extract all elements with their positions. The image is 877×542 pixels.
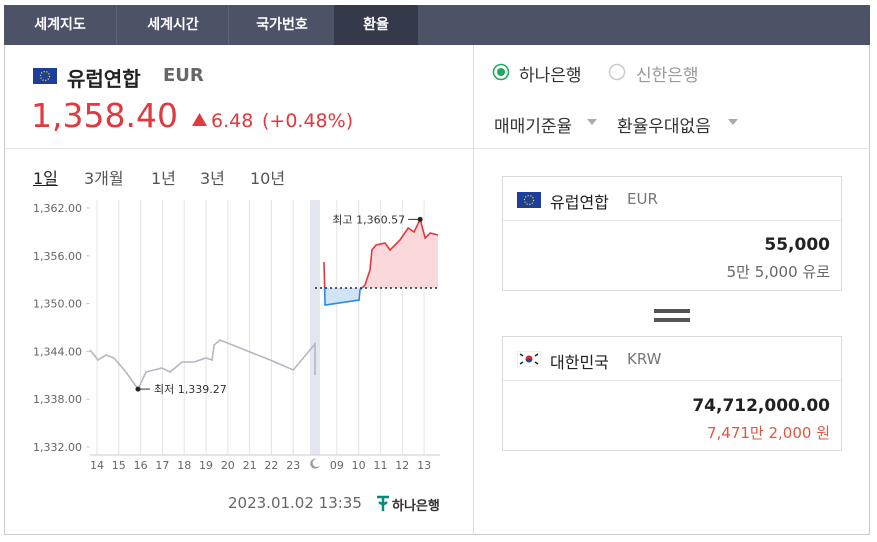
y-tick-label: 1,356.00 (33, 250, 82, 263)
divider (473, 45, 474, 535)
currency-code: EUR (627, 190, 658, 208)
flag-kr (517, 351, 541, 367)
country: 대한민국 (550, 353, 609, 372)
y-tick-label: 1,350.00 (33, 298, 82, 311)
flag-eu (517, 192, 541, 208)
dropdown[interactable]: 매매기준율 (494, 117, 573, 137)
price: 1,358.40 (31, 96, 178, 135)
bank-logo-icon (377, 495, 389, 511)
tab[interactable]: 세계시간 (116, 5, 229, 45)
radio[interactable] (608, 63, 626, 81)
x-tick-label: 14 (90, 459, 104, 472)
y-tick-label: 1,332.00 (33, 441, 82, 454)
divider (503, 220, 841, 221)
equals (654, 309, 690, 313)
annotation-dot (417, 216, 423, 222)
line (89, 339, 316, 391)
x-tick-label: 21 (243, 459, 257, 472)
tab-active[interactable]: 환율 (334, 5, 418, 45)
overnight-band (310, 200, 321, 455)
x-tick-label: 13 (417, 459, 431, 472)
currency-code: KRW (627, 350, 662, 368)
x-tick-label: 22 (264, 459, 278, 472)
converter-box (502, 336, 842, 451)
x-tick-label: 12 (395, 459, 409, 472)
x-tick-label: 18 (177, 459, 191, 472)
bank-option[interactable]: 신한은행 (636, 66, 699, 86)
range-tab[interactable]: 10년 (250, 169, 286, 188)
country: 유럽연합 (67, 67, 141, 91)
y-tick-label: 1,338.00 (33, 393, 82, 406)
area (323, 219, 439, 306)
line (323, 217, 439, 306)
change: 6.48 (211, 110, 254, 132)
country: 유럽연합 (550, 193, 609, 212)
range-tab[interactable]: 1일 (33, 169, 58, 188)
annotation-dot (135, 386, 141, 392)
bank-logo: 하나은행 (392, 499, 440, 514)
change-percent: (+0.48%) (262, 110, 354, 132)
x-tick-label: 20 (221, 459, 235, 472)
tab[interactable]: 국가번호 (228, 5, 335, 45)
caret (728, 119, 738, 125)
x-tick-label: 19 (199, 459, 213, 472)
amount[interactable]: 55,000 (764, 235, 830, 255)
x-tick-label: 10 (352, 459, 366, 472)
timestamp: 2023.01.02 13:35 (228, 494, 362, 512)
converter-box (502, 176, 842, 291)
annotation: 최저 1,339.27 (154, 383, 227, 396)
tab[interactable]: 세계지도 (34, 17, 86, 33)
x-tick-label: 16 (134, 459, 148, 472)
range-tab[interactable]: 1년 (151, 169, 176, 188)
equals (654, 318, 690, 322)
chart: 14 15 16 17 18 19 20 21 22 23 09 10 11 12 13 1,332.00 1,… (33, 200, 440, 472)
y-tick-label: 1,362.00 (33, 202, 82, 215)
divider (5, 148, 870, 149)
x-tick-label: 17 (155, 459, 169, 472)
range-tab[interactable]: 3개월 (84, 169, 124, 188)
up-arrow (192, 113, 207, 126)
amount-text: 7,471만 2,000 원 (706, 424, 830, 442)
x-tick-label: 23 (286, 459, 300, 472)
dropdown[interactable]: 환율우대없음 (617, 117, 711, 137)
tab-bar (4, 5, 870, 45)
range-tab[interactable]: 3년 (200, 169, 225, 188)
radio-selected[interactable] (492, 63, 510, 81)
currency-code: EUR (163, 65, 204, 86)
x-tick-label: 09 (330, 459, 344, 472)
caret (587, 119, 597, 125)
moon-icon (310, 458, 321, 469)
y-tick-label: 1,344.00 (33, 345, 82, 358)
x-tick-label: 11 (373, 459, 387, 472)
flag-eu (33, 68, 57, 84)
annotation: 최고 1,360.57 (332, 213, 405, 226)
x-tick-label: 15 (112, 459, 126, 472)
bank-option[interactable]: 하나은행 (519, 66, 582, 86)
amount: 74,712,000.00 (692, 396, 830, 416)
amount-text: 5만 5,000 유로 (726, 263, 830, 281)
divider (503, 380, 841, 381)
